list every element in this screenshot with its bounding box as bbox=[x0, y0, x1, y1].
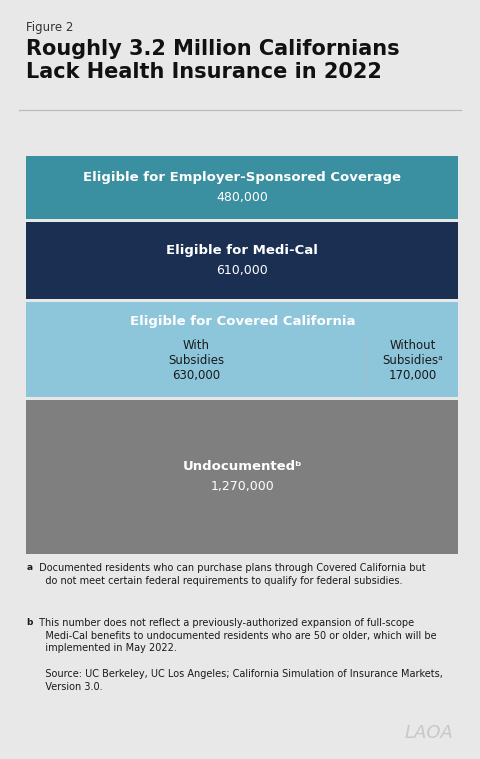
Bar bbox=[26, 156, 458, 219]
Bar bbox=[26, 302, 458, 396]
Text: 1,270,000: 1,270,000 bbox=[211, 480, 274, 493]
Text: 480,000: 480,000 bbox=[216, 191, 268, 204]
Text: b: b bbox=[26, 618, 33, 627]
Text: Documented residents who can purchase plans through Covered California but
   do: Documented residents who can purchase pl… bbox=[36, 563, 426, 586]
Text: Without
Subsidiesᵃ
170,000: Without Subsidiesᵃ 170,000 bbox=[382, 339, 443, 382]
Text: Eligible for Employer-Sponsored Coverage: Eligible for Employer-Sponsored Coverage bbox=[84, 172, 401, 184]
Text: a: a bbox=[26, 563, 33, 572]
Text: Undocumentedᵇ: Undocumentedᵇ bbox=[183, 461, 302, 474]
Text: 610,000: 610,000 bbox=[216, 264, 268, 277]
Text: Figure 2: Figure 2 bbox=[26, 21, 74, 34]
Text: Eligible for Covered California: Eligible for Covered California bbox=[130, 316, 355, 329]
Text: LAOA: LAOA bbox=[405, 724, 454, 742]
Bar bbox=[26, 222, 458, 299]
Text: With
Subsidies
630,000: With Subsidies 630,000 bbox=[168, 339, 225, 382]
Text: Eligible for Medi-Cal: Eligible for Medi-Cal bbox=[167, 244, 318, 257]
Text: This number does not reflect a previously-authorized expansion of full-scope
   : This number does not reflect a previousl… bbox=[36, 618, 443, 691]
Bar bbox=[26, 399, 458, 554]
Text: Roughly 3.2 Million Californians
Lack Health Insurance in 2022: Roughly 3.2 Million Californians Lack He… bbox=[26, 39, 400, 82]
